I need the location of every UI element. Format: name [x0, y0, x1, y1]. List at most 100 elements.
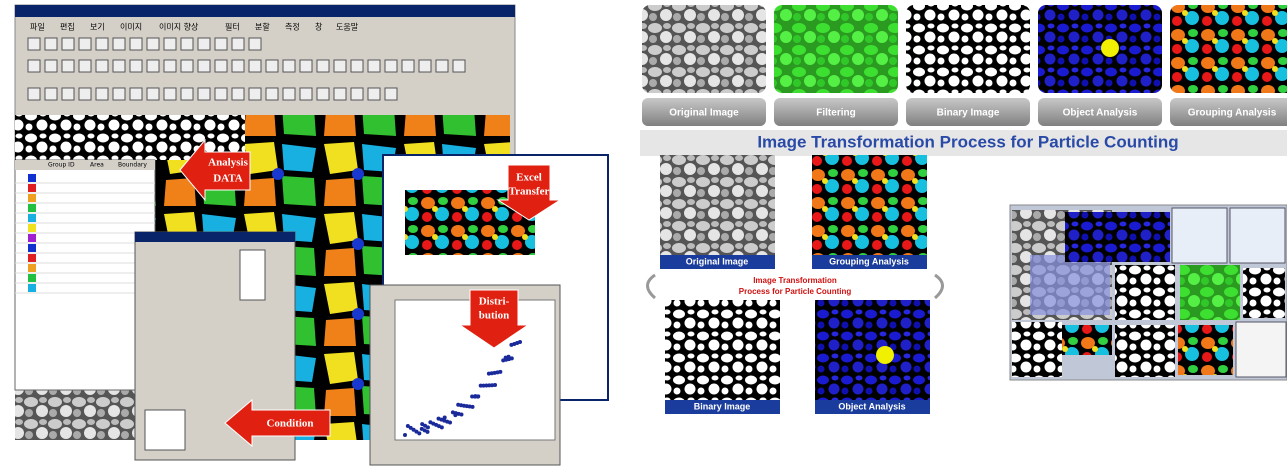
callout-text: Excel	[516, 172, 542, 184]
tool-icon	[147, 60, 159, 72]
tool-icon	[164, 88, 176, 100]
tool-icon	[300, 60, 312, 72]
tool-icon	[368, 60, 380, 72]
tool-icon	[419, 60, 431, 72]
collage-image	[1178, 325, 1233, 375]
scatter-dot	[448, 420, 452, 424]
tool-icon	[334, 88, 346, 100]
grid-image	[665, 300, 780, 400]
strip-label: Original Image	[669, 108, 739, 119]
callout-text: Condition	[266, 418, 313, 430]
strip-image	[906, 5, 1030, 93]
tool-icon	[147, 38, 159, 50]
tool-icon	[232, 60, 244, 72]
collage-window	[1230, 208, 1285, 263]
row-swatch	[28, 224, 36, 232]
gray-view	[15, 390, 135, 440]
menu-item: 이미지 향상	[159, 22, 199, 32]
scatter-dot	[518, 340, 522, 344]
tool-icon	[368, 88, 380, 100]
collage-image	[1012, 322, 1062, 377]
tool-icon	[181, 88, 193, 100]
scatter-dot	[498, 370, 502, 374]
tool-icon	[198, 38, 210, 50]
tool-icon	[453, 60, 465, 72]
tool-icon	[164, 38, 176, 50]
tool-icon	[62, 38, 74, 50]
grid-image	[812, 155, 927, 255]
collage-image	[1115, 265, 1175, 320]
strip-label: Grouping Analysis	[1188, 108, 1277, 119]
collage-window	[1172, 208, 1227, 263]
tool-icon	[181, 60, 193, 72]
callout-text: DATA	[213, 173, 243, 185]
tool-icon	[232, 88, 244, 100]
tool-icon	[283, 88, 295, 100]
row-swatch	[28, 254, 36, 262]
scatter-dot	[417, 431, 421, 435]
tool-icon	[28, 60, 40, 72]
menu-item: 도움말	[336, 23, 359, 32]
tool-icon	[45, 38, 57, 50]
strip-image	[642, 5, 766, 93]
strip-image	[774, 5, 898, 93]
collage-image	[1243, 268, 1285, 318]
tool-icon	[300, 88, 312, 100]
tool-icon	[249, 88, 261, 100]
tool-icon	[249, 60, 261, 72]
grid-label: Original Image	[686, 256, 749, 266]
tool-icon	[96, 60, 108, 72]
grid-label: Object Analysis	[838, 401, 905, 411]
title-bar	[15, 5, 515, 17]
tool-icon	[28, 88, 40, 100]
menu-item: 창	[315, 23, 323, 32]
menu-item: 편집	[60, 22, 75, 32]
row-swatch	[28, 284, 36, 292]
strip-image	[1170, 5, 1287, 93]
tool-icon	[283, 60, 295, 72]
collage-window	[1236, 322, 1286, 377]
scatter-dot	[440, 425, 444, 429]
row-swatch	[28, 234, 36, 242]
strip-image	[1038, 5, 1162, 93]
menu-item: 이미지	[120, 22, 142, 32]
tool-icon	[147, 88, 159, 100]
scatter-dot	[471, 405, 475, 409]
tool-icon	[79, 60, 91, 72]
tool-icon	[62, 88, 74, 100]
strip-label: Binary Image	[937, 108, 1000, 119]
tool-icon	[334, 60, 346, 72]
tool-icon	[232, 38, 244, 50]
tool-icon	[62, 60, 74, 72]
page: 파일편집보기이미지이미지 향상필터분할측정창도움말 Group ID Area …	[0, 0, 1287, 467]
menu-item: 필터	[225, 22, 240, 32]
tool-icon	[96, 38, 108, 50]
grid-caption: Image Transformation	[753, 276, 837, 285]
tool-icon	[113, 38, 125, 50]
row-swatch	[28, 264, 36, 272]
tool-icon	[215, 60, 227, 72]
tool-icon	[45, 60, 57, 72]
menu-item: 측정	[285, 22, 300, 32]
collage-image	[1115, 325, 1175, 377]
strip-title: Image Transformation Process for Particl…	[757, 132, 1178, 151]
callout-text: Transfer	[509, 186, 550, 198]
montage: 파일편집보기이미지이미지 향상필터분할측정창도움말 Group ID Area …	[0, 0, 1287, 467]
grid-label: Binary Image	[694, 401, 751, 411]
callout-text: bution	[479, 310, 510, 322]
row-swatch	[28, 194, 36, 202]
tool-icon	[317, 60, 329, 72]
tool-icon	[385, 60, 397, 72]
menu-item: 보기	[90, 23, 105, 32]
dialog-list	[240, 250, 265, 300]
tool-icon	[96, 88, 108, 100]
grid-image	[660, 155, 775, 255]
row-swatch	[28, 204, 36, 212]
tool-icon	[249, 38, 261, 50]
tool-icon	[198, 88, 210, 100]
tool-icon	[130, 88, 142, 100]
grid-label: Grouping Analysis	[829, 256, 909, 266]
row-swatch	[28, 244, 36, 252]
grid-caption: Process for Particle Counting	[739, 287, 852, 296]
table-header-cell: Area	[90, 162, 104, 169]
